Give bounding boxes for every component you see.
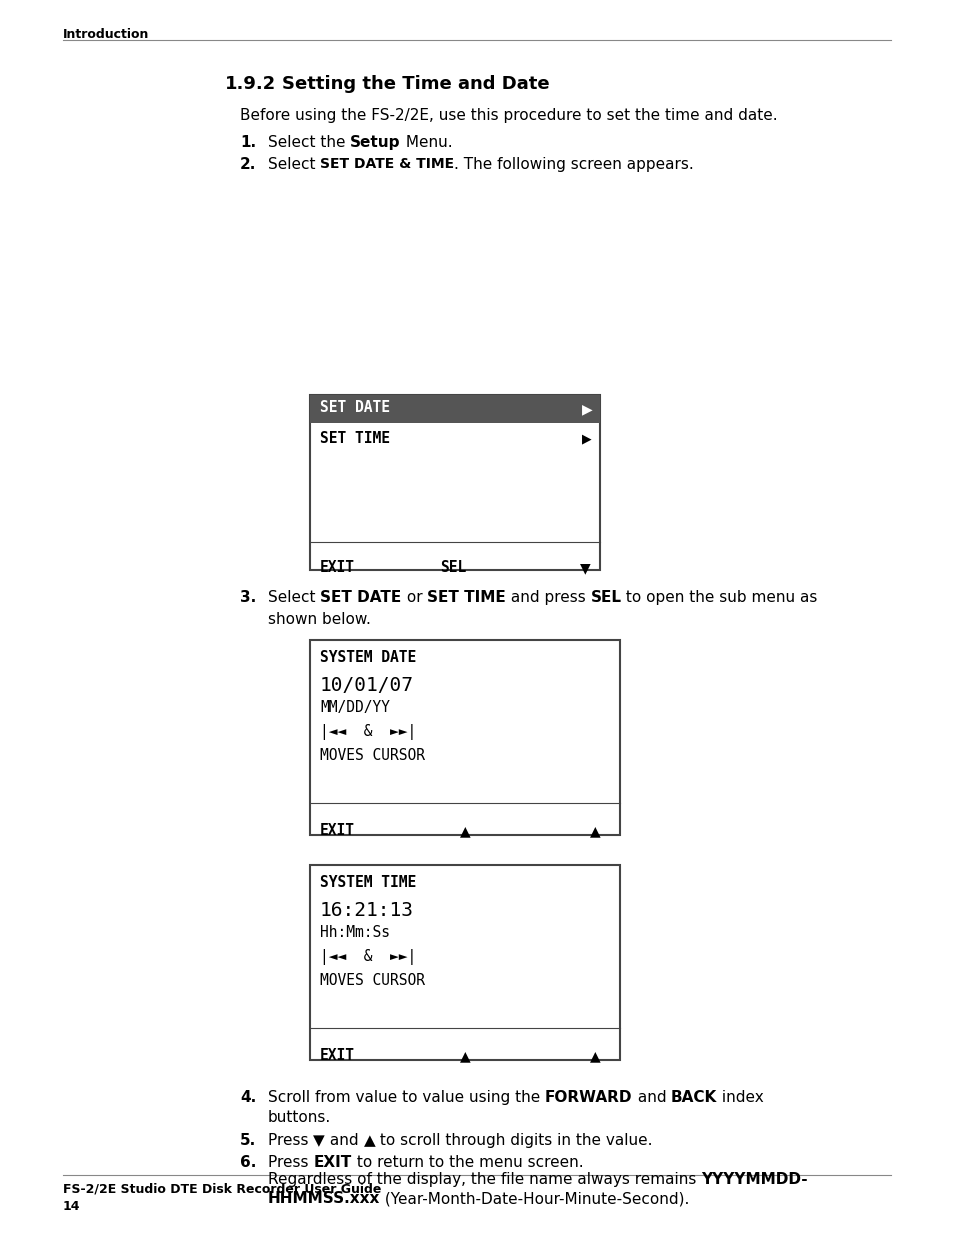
Text: 3.: 3. [240,590,256,605]
Text: 4.: 4. [240,1091,256,1105]
Text: SET TIME: SET TIME [427,590,505,605]
Text: (Year-Month-Date-Hour-Minute-Second).: (Year-Month-Date-Hour-Minute-Second). [380,1191,689,1207]
Text: SET DATE: SET DATE [319,400,390,415]
Text: Select the: Select the [268,135,350,149]
Bar [310,864,619,1060]
Text: SET DATE: SET DATE [320,590,401,605]
Text: buttons.: buttons. [268,1110,331,1125]
Text: ▲: ▲ [459,1049,470,1063]
Text: or: or [401,590,427,605]
Text: MOVES CURSOR: MOVES CURSOR [319,748,424,763]
Text: 16:21:13: 16:21:13 [319,902,414,920]
Text: Setup: Setup [350,135,400,149]
Bar [310,640,619,835]
Text: and: and [325,1132,363,1149]
Text: . The following screen appears.: . The following screen appears. [454,157,694,172]
Text: 10/01/07: 10/01/07 [319,676,414,695]
Text: Hh:Mm:Ss: Hh:Mm:Ss [319,925,390,940]
Text: 6.: 6. [240,1155,256,1170]
Text: ▲: ▲ [589,1049,600,1063]
Text: SET DATE & TIME: SET DATE & TIME [320,157,454,170]
Text: Menu.: Menu. [400,135,452,149]
Text: EXIT: EXIT [319,559,355,576]
Text: Regardless of the display, the file name always remains: Regardless of the display, the file name… [268,1172,700,1187]
Text: ▼: ▼ [579,561,590,576]
Text: Press: Press [268,1132,313,1149]
Text: Before using the FS-2/2E, use this procedure to set the time and date.: Before using the FS-2/2E, use this proce… [240,107,777,124]
Text: EXIT: EXIT [313,1155,352,1170]
Text: Select: Select [268,590,320,605]
Text: FS-2/2E Studio DTE Disk Recorder User Guide: FS-2/2E Studio DTE Disk Recorder User Gu… [63,1182,381,1195]
Text: ▶: ▶ [581,432,591,445]
Text: HHMMSS.xxx: HHMMSS.xxx [268,1191,380,1207]
Text: 2.: 2. [240,157,256,172]
Text: ▲: ▲ [589,824,600,839]
Text: to return to the menu screen.: to return to the menu screen. [352,1155,582,1170]
Text: MOVES CURSOR: MOVES CURSOR [319,973,424,988]
Text: SET TIME: SET TIME [319,431,390,446]
Text: Select: Select [268,157,320,172]
Text: EXIT: EXIT [319,1049,355,1063]
Text: to scroll through digits in the value.: to scroll through digits in the value. [375,1132,652,1149]
Text: Introduction: Introduction [63,28,150,41]
Text: MM/DD/YY: MM/DD/YY [319,700,390,715]
Text: |◄◄  &  ►►|: |◄◄ & ►►| [319,948,416,965]
Bar [310,395,599,571]
Text: shown below.: shown below. [268,613,371,627]
Text: 1.: 1. [240,135,255,149]
Text: ▶: ▶ [581,403,592,416]
Text: Setting the Time and Date: Setting the Time and Date [282,75,549,93]
Text: 1.9.2: 1.9.2 [225,75,276,93]
Bar [310,395,599,424]
Text: BACK: BACK [670,1091,717,1105]
Text: EXIT: EXIT [319,823,355,839]
Text: ▲: ▲ [363,1132,375,1149]
Text: Press: Press [268,1155,313,1170]
Text: SYSTEM DATE: SYSTEM DATE [319,650,416,664]
Text: index: index [717,1091,763,1105]
Text: |◄◄  &  ►►|: |◄◄ & ►►| [319,724,416,740]
Text: to open the sub menu as: to open the sub menu as [620,590,817,605]
Text: YYYYMMDD-: YYYYMMDD- [700,1172,807,1187]
Text: FORWARD: FORWARD [544,1091,632,1105]
Text: ▲: ▲ [459,824,470,839]
Text: ▼: ▼ [313,1132,325,1149]
Text: and press: and press [505,590,590,605]
Text: and: and [632,1091,670,1105]
Text: SEL: SEL [590,590,620,605]
Text: SEL: SEL [439,559,466,576]
Text: SYSTEM TIME: SYSTEM TIME [319,876,416,890]
Text: Scroll from value to value using the: Scroll from value to value using the [268,1091,544,1105]
Text: 14: 14 [63,1200,80,1213]
Text: 5.: 5. [240,1132,256,1149]
